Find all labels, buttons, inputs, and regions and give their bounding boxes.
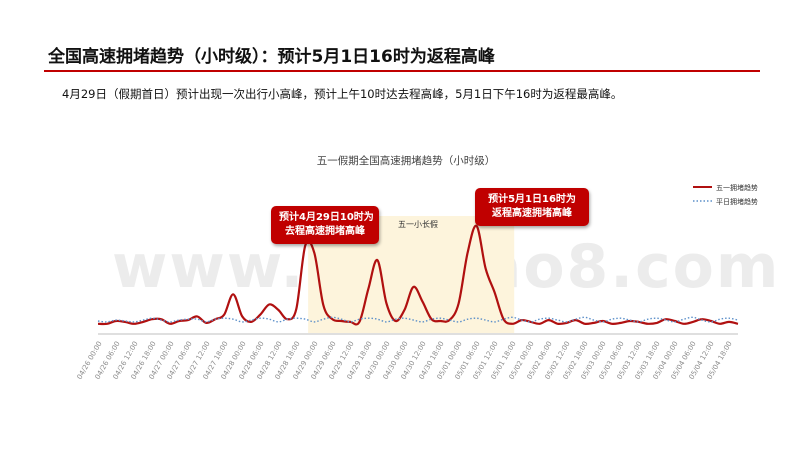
callout-line: 去程高速拥堵高峰 [285,226,365,237]
slide-subtitle: 4月29日（假期首日）预计出现一次出行小高峰，预计上午10时达去程高峰，5月1日… [62,87,623,101]
slide-title: 全国高速拥堵趋势（小时级）：预计5月1日16时为返程高峰 [48,47,495,67]
chart-title: 五一假期全国高速拥堵趋势（小时级） [317,154,496,167]
band-label: 五一小长假 [398,219,438,229]
callout-line: 预计4月29日10时为 [279,212,374,223]
callout-outbound-peak: 预计4月29日10时为 去程高速拥堵高峰 [271,206,379,244]
callout-line: 返程高速拥堵高峰 [492,208,572,219]
series-line-weekday [97,316,739,323]
title-rule [44,70,760,72]
legend-label-holiday: 五一拥堵趋势 [716,183,758,192]
callout-line: 预计5月1日16时为 [488,194,576,205]
callout-return-peak: 预计5月1日16时为 返程高速拥堵高峰 [475,188,589,226]
series-line-holiday [97,224,739,326]
legend-label-weekday: 平日拥堵趋势 [716,197,758,206]
